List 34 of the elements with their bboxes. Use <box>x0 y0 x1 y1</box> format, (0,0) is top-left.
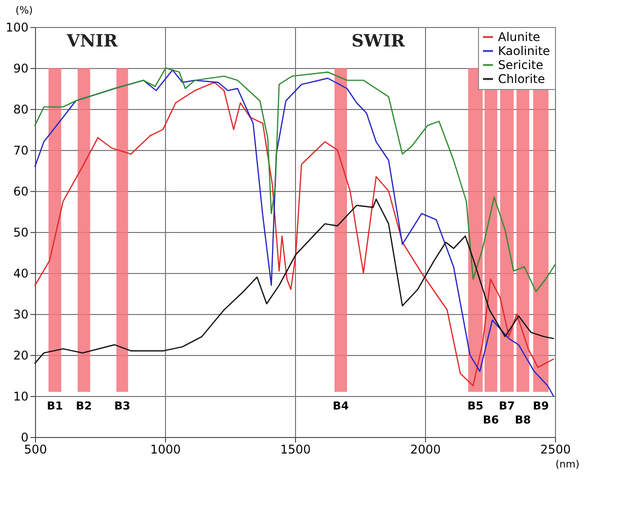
band-label: B4 <box>332 399 350 412</box>
x-tick-label: 2500 <box>540 442 571 456</box>
y-tick-label: 20 <box>13 348 28 362</box>
y-tick-label: 0 <box>20 430 28 444</box>
x-tick-label: 500 <box>24 442 47 456</box>
y-tick-label: 30 <box>13 308 28 322</box>
y-tick-label: 60 <box>13 184 28 198</box>
y-tick-label: 50 <box>13 226 28 240</box>
x-tick-label: 1000 <box>150 442 181 456</box>
y-tick-label: 100 <box>6 20 28 34</box>
band-label: B2 <box>76 399 92 412</box>
legend-label: Alunite <box>498 30 540 44</box>
y-tick-label: 40 <box>13 266 28 280</box>
band-label: B8 <box>514 413 531 426</box>
y-tick-label: 70 <box>13 144 28 158</box>
y-tick-label: 90 <box>13 62 28 76</box>
band-label: B3 <box>114 399 130 412</box>
y-tick-label: 10 <box>13 390 28 404</box>
legend-label: Chlorite <box>498 72 546 86</box>
band-label: B1 <box>46 399 63 412</box>
annotation: VNIR <box>66 31 118 52</box>
x-tick-label: 2000 <box>410 442 441 456</box>
legend-label: Sericite <box>498 58 544 72</box>
y-axis-title: (%) <box>16 6 33 16</box>
y-tick-label: 80 <box>13 102 28 116</box>
legend-label: Kaolinite <box>498 44 550 58</box>
band-label: B9 <box>532 399 549 412</box>
x-tick-label: 1500 <box>280 442 311 456</box>
band-label: B7 <box>498 399 515 412</box>
annotation: SWIR <box>351 31 406 52</box>
band-label: B6 <box>482 413 500 426</box>
band-label: B5 <box>467 399 484 412</box>
line-series <box>34 198 554 364</box>
x-axis-title: (nm) <box>556 460 580 470</box>
